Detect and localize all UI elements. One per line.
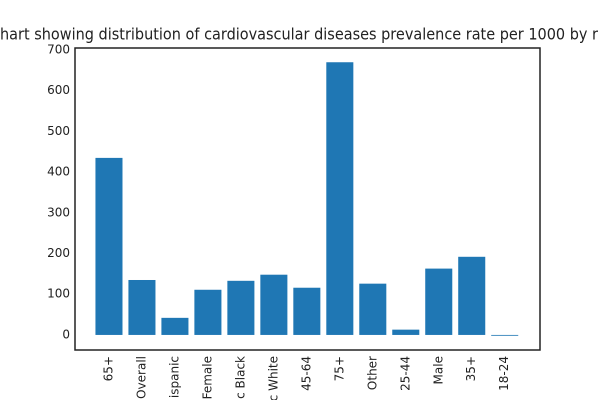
bar — [392, 329, 420, 335]
y-tick-label: 700 — [47, 43, 70, 57]
x-tick-label: c White — [266, 356, 280, 400]
bar — [227, 280, 255, 335]
bar — [128, 279, 156, 335]
x-tick-label: 75+ — [332, 356, 346, 381]
x-tick-label: 65+ — [101, 356, 115, 381]
x-tick-label: ispanic — [167, 356, 181, 398]
y-tick-label: 300 — [47, 205, 70, 219]
x-tick-label: c Black — [233, 356, 247, 399]
y-tick-label: 600 — [47, 83, 70, 97]
x-tick-label: 18-24 — [497, 356, 511, 391]
bar — [161, 317, 189, 335]
chart-title: hart showing distribution of cardiovascu… — [0, 25, 598, 44]
x-tick-label: Female — [200, 356, 214, 399]
bar — [458, 256, 486, 335]
plot-frame — [74, 47, 541, 351]
x-tick-label: 25-44 — [398, 356, 412, 391]
bar — [491, 334, 519, 336]
x-tick-label: Male — [431, 356, 445, 384]
bar — [326, 62, 354, 335]
y-tick-label: 400 — [47, 165, 70, 179]
bar — [359, 283, 387, 335]
x-tick-label: Overall — [134, 356, 148, 399]
y-tick-label: 200 — [47, 246, 70, 260]
x-tick-label: Other — [365, 356, 379, 390]
bar — [260, 274, 288, 335]
x-tick-label: 45-64 — [299, 356, 313, 391]
bar — [425, 268, 453, 335]
bar — [95, 157, 123, 335]
y-tick-label: 0 — [62, 327, 70, 341]
bar — [293, 287, 321, 335]
x-tick-label: 35+ — [464, 356, 478, 381]
y-tick-label: 500 — [47, 124, 70, 138]
y-tick-label: 100 — [47, 287, 70, 301]
bar — [194, 289, 222, 335]
